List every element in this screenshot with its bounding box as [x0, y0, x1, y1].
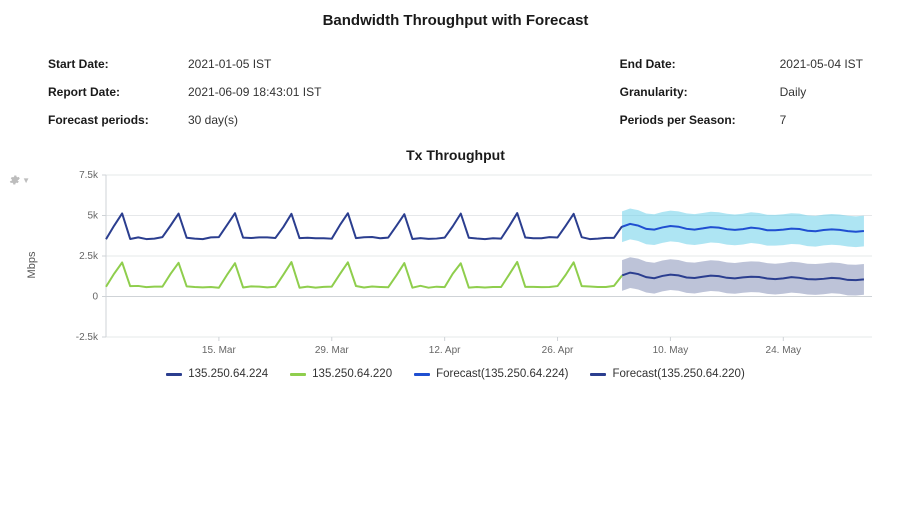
y-axis-label: Mbps: [26, 251, 38, 278]
meta-value: 30 day(s): [188, 113, 238, 127]
legend-item[interactable]: Forecast(135.250.64.220): [590, 368, 744, 380]
meta-label: End Date:: [620, 57, 780, 71]
meta-row: Granularity: Daily: [620, 85, 863, 99]
plot-area: Mbps -2.5k02.5k5k7.5k15. Mar29. Mar12. A…: [60, 167, 881, 362]
legend-swatch: [590, 373, 606, 376]
meta-label: Forecast periods:: [48, 113, 188, 127]
meta-value: 2021-05-04 IST: [780, 57, 863, 71]
meta-row: Report Date: 2021-06-09 18:43:01 IST: [48, 85, 321, 99]
svg-text:15. Mar: 15. Mar: [202, 345, 237, 356]
svg-text:24. May: 24. May: [766, 345, 802, 356]
meta-label: Start Date:: [48, 57, 188, 71]
report-container: Bandwidth Throughput with Forecast Start…: [0, 0, 911, 524]
page-title: Bandwidth Throughput with Forecast: [0, 0, 911, 37]
chart-settings-button[interactable]: ▼: [8, 171, 30, 189]
meta-value: 2021-01-05 IST: [188, 57, 271, 71]
meta-row: Periods per Season: 7: [620, 113, 863, 127]
meta-row: Forecast periods: 30 day(s): [48, 113, 321, 127]
legend-item[interactable]: 135.250.64.224: [166, 368, 268, 380]
legend-item[interactable]: Forecast(135.250.64.224): [414, 368, 568, 380]
meta-value: 2021-06-09 18:43:01 IST: [188, 85, 321, 99]
chevron-down-icon: ▼: [22, 176, 30, 185]
legend-swatch: [290, 373, 306, 376]
chart-wrap: Tx Throughput ▼ Mbps -2.5k 0 2.5k 5k 7.5k 15.…: [0, 137, 911, 380]
meta-label: Periods per Season:: [620, 113, 780, 127]
legend-label: Forecast(135.250.64.224): [436, 368, 568, 380]
legend-swatch: [414, 373, 430, 376]
svg-text:2.5k: 2.5k: [79, 251, 99, 262]
meta-label: Report Date:: [48, 85, 188, 99]
legend-swatch: [166, 373, 182, 376]
svg-text:29. Mar: 29. Mar: [315, 345, 350, 356]
meta-left: Start Date: 2021-01-05 IST Report Date: …: [48, 57, 321, 127]
svg-text:0: 0: [92, 292, 98, 303]
svg-text:7.5k: 7.5k: [79, 170, 99, 181]
chart-svg: -2.5k 0 2.5k 5k 7.5k 15. Mar 29. Mar 12. Apr 26.…: [60, 167, 880, 357]
svg-text:-2.5k: -2.5k: [76, 332, 99, 343]
svg-text:10. May: 10. May: [653, 345, 689, 356]
legend: 135.250.64.224 135.250.64.220 Forecast(1…: [20, 362, 891, 380]
meta-block: Start Date: 2021-01-05 IST Report Date: …: [0, 37, 911, 137]
meta-row: Start Date: 2021-01-05 IST: [48, 57, 321, 71]
chart-title: Tx Throughput: [20, 147, 891, 163]
svg-text:5k: 5k: [87, 211, 99, 222]
svg-text:12. Apr: 12. Apr: [429, 345, 461, 356]
gear-icon: [8, 173, 20, 187]
meta-value: 7: [780, 113, 787, 127]
meta-row: End Date: 2021-05-04 IST: [620, 57, 863, 71]
meta-label: Granularity:: [620, 85, 780, 99]
legend-label: 135.250.64.220: [312, 368, 392, 380]
legend-item[interactable]: 135.250.64.220: [290, 368, 392, 380]
meta-right: End Date: 2021-05-04 IST Granularity: Da…: [620, 57, 863, 127]
legend-label: 135.250.64.224: [188, 368, 268, 380]
legend-label: Forecast(135.250.64.220): [612, 368, 744, 380]
meta-value: Daily: [780, 85, 807, 99]
svg-text:26. Apr: 26. Apr: [542, 345, 574, 356]
